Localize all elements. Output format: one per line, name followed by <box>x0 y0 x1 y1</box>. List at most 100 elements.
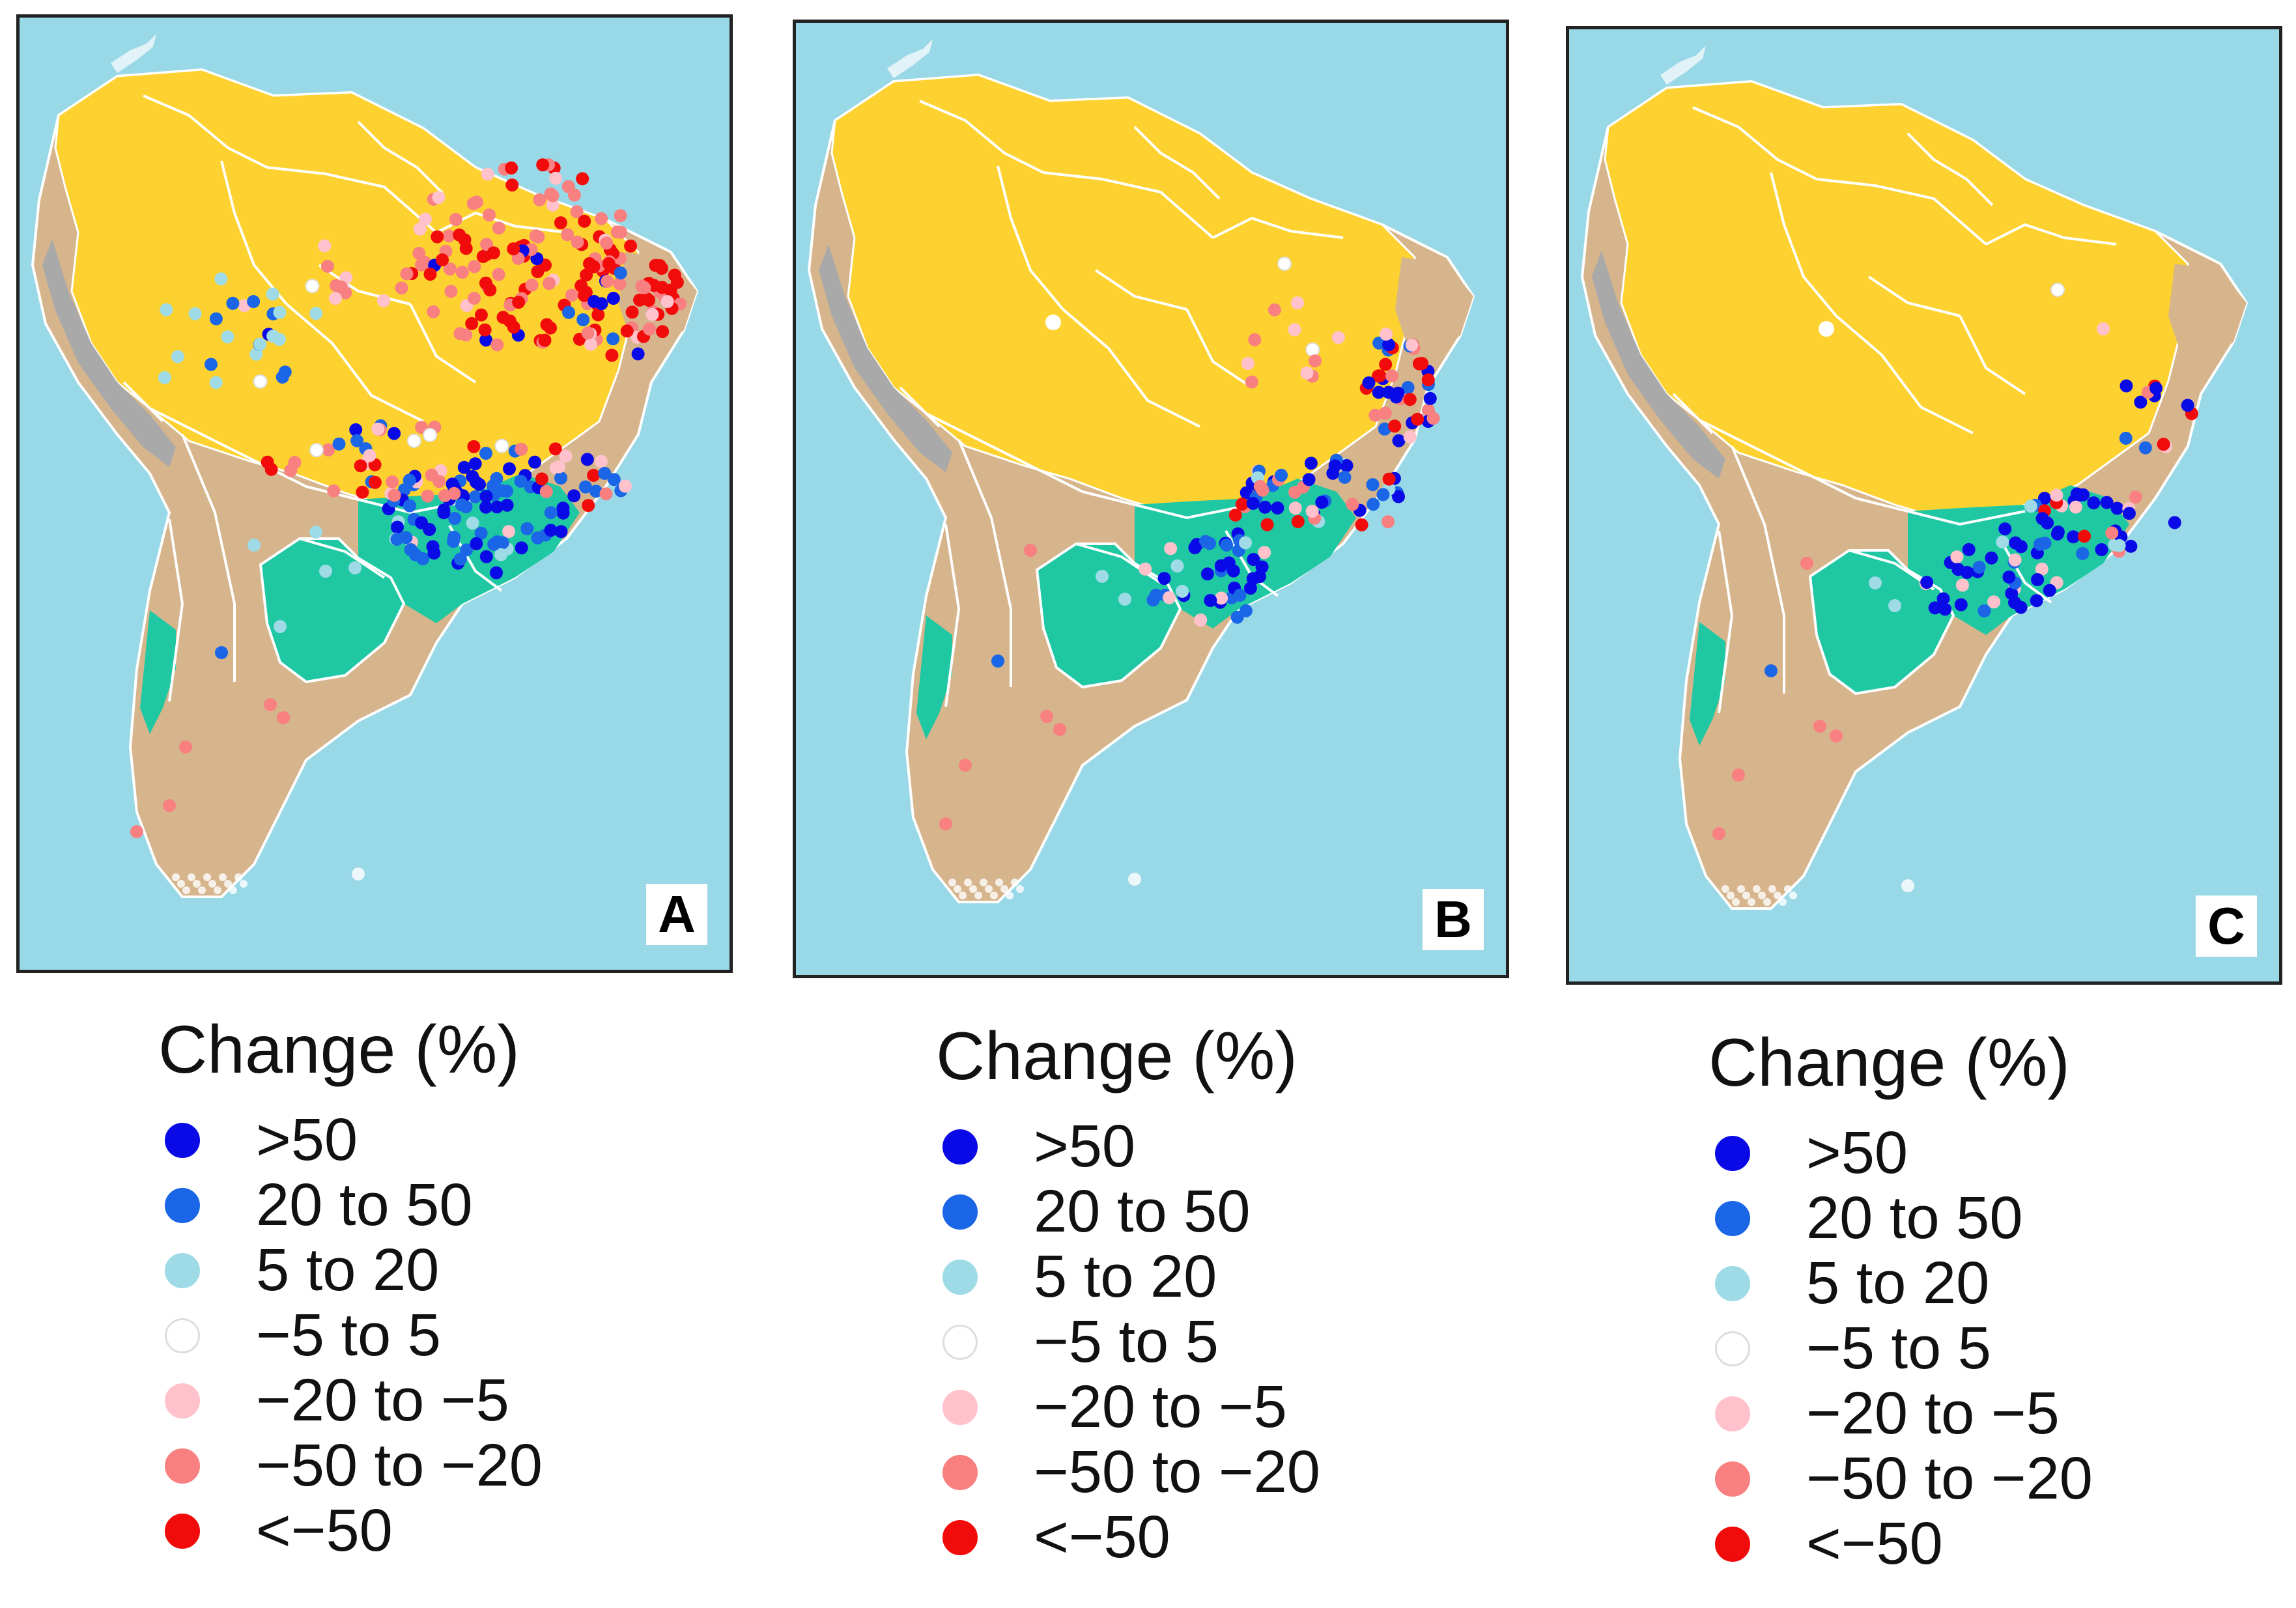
island <box>1753 885 1761 893</box>
station-marker <box>443 262 457 275</box>
station-marker <box>543 277 556 290</box>
legend-label: >50 <box>1034 1113 1136 1179</box>
caribbean-island <box>1660 46 1706 85</box>
country-border <box>1803 471 1908 513</box>
station-marker <box>2008 596 2021 610</box>
country-border <box>1692 106 1817 180</box>
island <box>177 880 185 888</box>
station-marker <box>1170 559 1184 572</box>
station-marker <box>388 427 401 440</box>
country-border <box>1185 309 1253 389</box>
island <box>182 886 190 894</box>
station-marker <box>2076 547 2090 560</box>
station-marker <box>437 503 451 517</box>
station-marker <box>959 759 972 772</box>
station-marker <box>1392 434 1406 447</box>
station-marker <box>602 257 616 270</box>
station-marker <box>565 289 578 302</box>
station-marker <box>1819 321 1834 337</box>
country-border <box>1718 530 1734 714</box>
legend-title: Change (%) <box>158 1012 520 1088</box>
legend-swatch <box>942 1390 978 1425</box>
station-marker <box>2097 322 2110 335</box>
station-marker <box>490 566 503 580</box>
station-marker <box>614 266 627 280</box>
station-marker <box>466 470 479 483</box>
station-marker <box>2050 283 2065 297</box>
station-marker <box>1305 342 1320 357</box>
station-marker <box>1118 593 1131 606</box>
station-marker <box>483 283 497 297</box>
station-marker <box>1380 328 1393 341</box>
station-marker <box>421 489 434 503</box>
station-marker <box>1389 390 1403 404</box>
station-marker <box>253 337 267 351</box>
country-border <box>409 303 477 384</box>
island <box>974 892 982 899</box>
country-border <box>1212 216 1344 239</box>
station-marker <box>442 229 456 243</box>
country-border <box>1094 269 1187 311</box>
map-b <box>796 23 1506 975</box>
island <box>188 873 195 881</box>
station-marker <box>1214 559 1228 572</box>
station-marker <box>624 239 638 253</box>
station-marker <box>1309 354 1322 368</box>
station-marker <box>479 500 492 514</box>
country-border <box>1985 223 2117 246</box>
country-border <box>1835 315 1974 434</box>
station-marker <box>574 279 588 292</box>
station-marker <box>1157 572 1171 585</box>
country-border <box>944 524 961 707</box>
legend-label: −50 to −20 <box>1806 1445 2093 1512</box>
station-marker <box>2030 594 2043 608</box>
station-marker <box>376 294 390 307</box>
station-marker <box>495 484 509 498</box>
station-marker <box>321 259 334 273</box>
island <box>1732 898 1740 906</box>
station-marker <box>371 422 385 436</box>
country-border <box>1134 503 1253 520</box>
island <box>214 886 221 894</box>
station-marker <box>1423 391 1437 405</box>
region-temperate-pampas <box>1035 543 1182 689</box>
station-marker <box>494 548 508 561</box>
station-marker <box>264 698 277 711</box>
station-marker <box>580 268 593 282</box>
station-marker <box>567 489 581 503</box>
station-marker <box>2008 553 2022 567</box>
station-marker <box>1176 584 1189 598</box>
station-marker <box>660 295 674 308</box>
legend-swatch <box>1715 1266 1750 1301</box>
station-marker <box>1800 557 1813 570</box>
station-marker <box>1388 419 1402 433</box>
station-marker <box>1040 710 1053 723</box>
station-marker <box>503 462 516 475</box>
station-marker <box>160 303 173 317</box>
map-frame-c: C <box>1566 26 2282 985</box>
station-marker <box>479 490 493 503</box>
station-marker <box>638 281 651 294</box>
region-temperate-chile <box>916 615 952 739</box>
station-marker <box>1288 323 1301 337</box>
station-marker <box>1220 538 1234 552</box>
island <box>948 879 956 886</box>
station-marker <box>288 456 302 469</box>
station-marker <box>479 447 492 460</box>
island <box>985 885 993 893</box>
station-marker <box>481 167 494 181</box>
country-border <box>957 439 1012 687</box>
station-marker <box>544 506 558 520</box>
country-border <box>1731 445 1785 694</box>
station-marker <box>1291 296 1304 309</box>
station-marker <box>448 512 462 525</box>
station-marker <box>633 293 646 307</box>
station-marker <box>455 266 469 279</box>
station-marker <box>1920 576 1934 589</box>
station-marker <box>2009 536 2022 550</box>
station-marker <box>1164 542 1178 556</box>
station-marker <box>535 472 548 486</box>
station-marker <box>1996 535 2009 549</box>
station-marker <box>1215 591 1228 605</box>
station-marker <box>2123 507 2136 520</box>
